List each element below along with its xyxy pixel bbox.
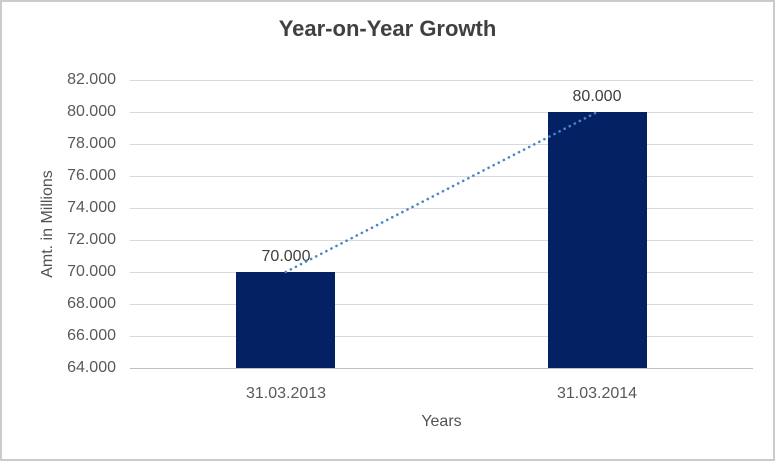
x-tick-label: 31.03.2013 [245, 385, 327, 402]
bar-31.03.2014 [548, 112, 647, 368]
gridline [130, 240, 753, 241]
gridline [130, 208, 753, 209]
x-axis-title: Years [421, 413, 462, 430]
gridline [130, 272, 753, 273]
gridline [130, 176, 753, 177]
y-axis-title: Amt. in Millions [39, 170, 56, 278]
data-label: 70.000 [261, 248, 311, 265]
y-tick-label: 70.000 [67, 263, 116, 280]
gridline [130, 336, 753, 337]
y-tick-label: 64.000 [67, 359, 116, 376]
y-tick-label: 76.000 [67, 167, 116, 184]
gridline [130, 80, 753, 81]
gridline [130, 112, 753, 113]
y-tick-label: 68.000 [67, 295, 116, 312]
y-tick-label: 66.000 [67, 327, 116, 344]
x-tick-label: 31.03.2014 [556, 385, 638, 402]
y-tick-label: 78.000 [67, 135, 116, 152]
x-axis-line [130, 368, 753, 369]
bar-31.03.2013 [236, 272, 335, 368]
gridline [130, 304, 753, 305]
gridline [130, 144, 753, 145]
plot-area: 70.000 80.000 [130, 80, 753, 369]
y-tick-label: 80.000 [67, 103, 116, 120]
y-tick-label: 82.000 [67, 71, 116, 88]
y-tick-label: 72.000 [67, 231, 116, 248]
y-tick-label: 74.000 [67, 199, 116, 216]
data-label: 80.000 [572, 88, 622, 105]
chart-title: Year-on-Year Growth [278, 16, 497, 41]
